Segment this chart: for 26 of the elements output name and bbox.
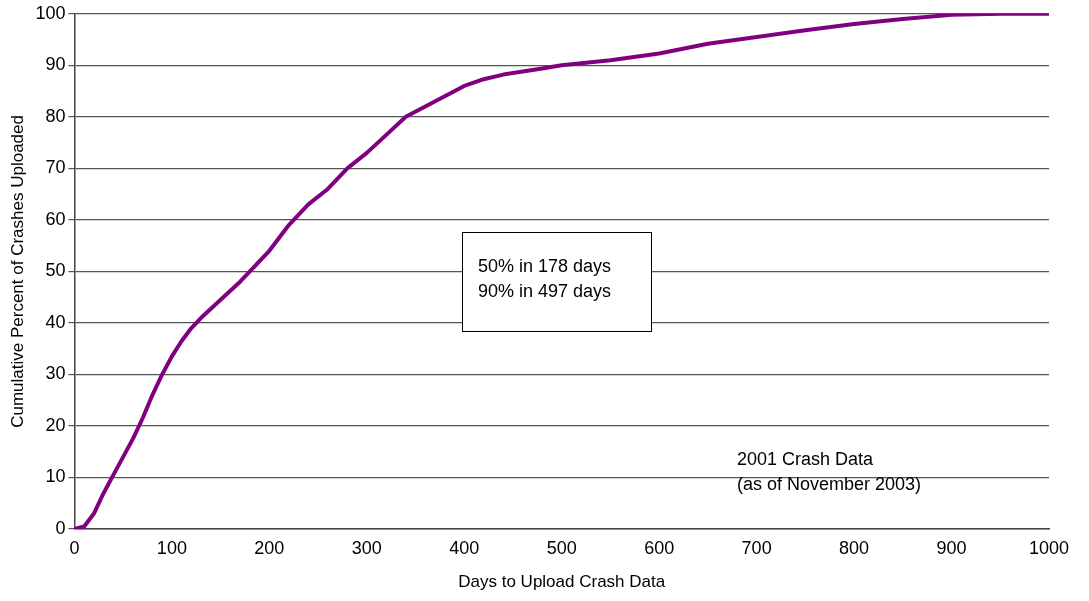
- y-tick-label: 100: [35, 2, 66, 23]
- x-tick-label: 0: [69, 537, 80, 558]
- y-tick-label: 0: [55, 517, 66, 538]
- y-tick-label: 20: [45, 414, 66, 435]
- y-tick-label: 30: [45, 363, 66, 384]
- y-tick-label: 50: [45, 260, 66, 281]
- x-tick-label: 300: [351, 537, 382, 558]
- y-axis-title: Cumulative Percent of Crashes Uploaded: [7, 115, 27, 428]
- y-tick-label: 10: [45, 466, 66, 487]
- x-tick-label: 100: [156, 537, 187, 558]
- x-tick-label: 700: [741, 537, 772, 558]
- x-tick-label: 200: [254, 537, 285, 558]
- y-tick-label: 90: [45, 54, 66, 75]
- x-tick-label: 400: [449, 537, 480, 558]
- x-tick-label: 500: [546, 537, 577, 558]
- x-tick-label: 800: [839, 537, 870, 558]
- y-tick-label: 70: [45, 157, 66, 178]
- x-axis-title: Days to Upload Crash Data: [458, 572, 666, 592]
- y-tick-label: 40: [45, 311, 66, 332]
- x-tick-label: 900: [936, 537, 967, 558]
- x-tick-label: 600: [644, 537, 675, 558]
- y-tick-label: 60: [45, 208, 66, 229]
- x-tick-label: 1000: [1028, 537, 1070, 558]
- annotation: 2001 Crash Data (as of November 2003): [737, 448, 922, 496]
- annotation: 50% in 178 days 90% in 497 days: [478, 255, 612, 303]
- y-tick-label: 80: [45, 105, 66, 126]
